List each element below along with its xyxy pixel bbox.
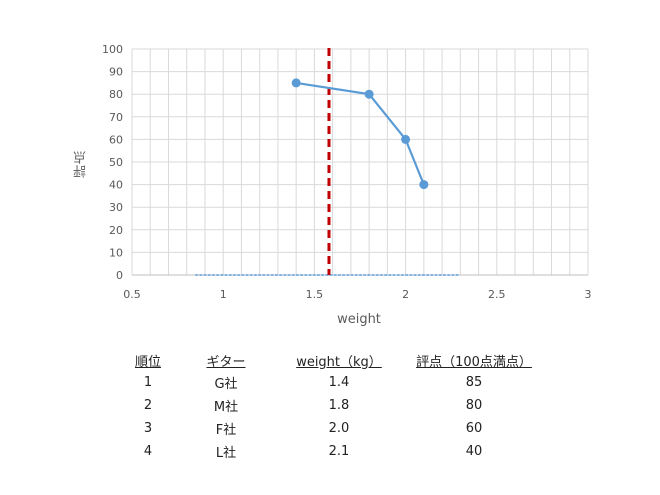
cell-guitar: G社 xyxy=(214,377,238,392)
cell-rank: 2 xyxy=(143,398,153,413)
y-tick-label: 0 xyxy=(116,269,123,282)
y-tick-label: 10 xyxy=(109,246,123,259)
cell-score: 40 xyxy=(465,444,483,459)
plot-area xyxy=(195,48,460,276)
header-weight: weight（kg） xyxy=(296,354,382,370)
data-point xyxy=(291,78,301,88)
header-rank: 順位 xyxy=(134,354,161,370)
y-tick-label: 100 xyxy=(102,43,123,56)
cell-rank: 4 xyxy=(143,444,153,459)
data-table: 順位 ギター weight（kg） 評点（100点満点） 1 G社 1.4 85… xyxy=(118,349,544,463)
y-tick-label: 40 xyxy=(109,179,123,192)
data-point xyxy=(364,89,374,99)
cell-rank: 3 xyxy=(143,421,153,436)
data-point xyxy=(401,134,411,144)
x-tick-label: 3 xyxy=(585,288,592,301)
table-row: 2 M社 1.8 80 xyxy=(118,394,544,417)
y-tick-label: 80 xyxy=(109,88,123,101)
series-line xyxy=(295,81,425,186)
y-tick-label: 60 xyxy=(109,133,123,146)
table-row: 1 G社 1.4 85 xyxy=(118,371,544,394)
x-axis-title: weight xyxy=(337,312,381,327)
y-tick-label: 50 xyxy=(109,156,123,169)
table-row: 4 L社 2.1 40 xyxy=(118,440,544,463)
grid xyxy=(131,48,589,276)
y-tick-label: 20 xyxy=(109,224,123,237)
x-tick-label: 2.5 xyxy=(488,288,506,301)
x-tick-label: 0.5 xyxy=(123,288,141,301)
cell-guitar: M社 xyxy=(213,400,239,415)
cell-guitar: L社 xyxy=(215,446,237,461)
y-axis-title: 評点 xyxy=(74,150,89,178)
table-header-row: 順位 ギター weight（kg） 評点（100点満点） xyxy=(118,349,544,371)
cell-score: 60 xyxy=(465,421,483,436)
y-tick-label: 30 xyxy=(109,201,123,214)
y-tick-label: 70 xyxy=(109,111,123,124)
x-tick-label: 2 xyxy=(402,288,409,301)
table-row: 3 F社 2.0 60 xyxy=(118,417,544,440)
cell-weight: 2.1 xyxy=(328,444,350,459)
header-guitar: ギター xyxy=(206,354,246,370)
cell-weight: 1.4 xyxy=(328,375,350,390)
cell-weight: 2.0 xyxy=(328,421,350,436)
cell-weight: 1.8 xyxy=(328,398,350,413)
x-tick-label: 1 xyxy=(220,288,227,301)
cell-score: 80 xyxy=(465,398,483,413)
data-point xyxy=(419,180,429,190)
cell-rank: 1 xyxy=(143,375,153,390)
cell-guitar: F社 xyxy=(215,423,237,438)
cell-score: 85 xyxy=(465,375,483,390)
y-tick-label: 90 xyxy=(109,66,123,79)
header-score: 評点（100点満点） xyxy=(416,354,532,370)
x-tick-label: 1.5 xyxy=(306,288,324,301)
